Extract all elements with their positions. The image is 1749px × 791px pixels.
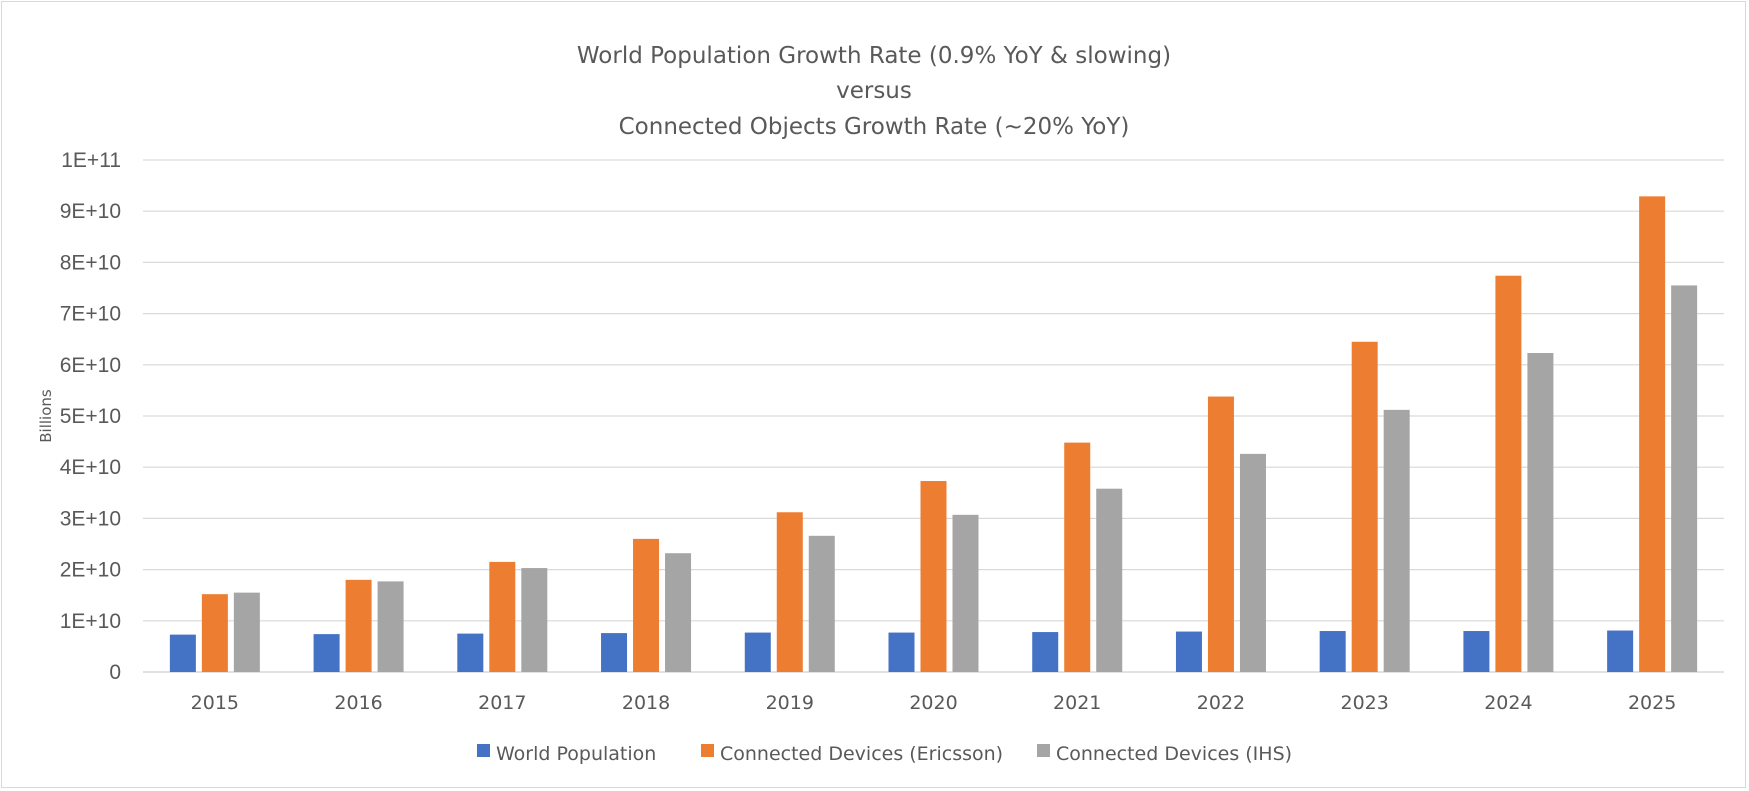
legend-swatch — [701, 744, 714, 757]
bar-2017-series-1 — [457, 633, 484, 672]
legend-swatch — [477, 744, 490, 757]
bar-2022-series-2 — [1207, 396, 1234, 672]
bar-2023-series-3 — [1383, 409, 1410, 672]
bar-2023-series-1 — [1319, 631, 1346, 672]
bars — [169, 196, 1698, 673]
y-tick-label: 0 — [109, 661, 121, 684]
bar-2017-series-3 — [521, 568, 548, 672]
x-tick-label: 2019 — [766, 692, 814, 714]
x-tick-label: 2020 — [909, 692, 957, 714]
bar-2020-series-2 — [920, 481, 947, 672]
x-tick-label: 2018 — [622, 692, 670, 714]
bar-2016-series-3 — [377, 581, 404, 672]
legend-label: Connected Devices (IHS) — [1056, 743, 1292, 765]
bar-2016-series-2 — [345, 579, 372, 672]
bar-2024-series-2 — [1495, 275, 1522, 672]
y-axis-label: Billions — [37, 389, 55, 443]
bar-2019-series-1 — [744, 632, 771, 672]
x-tick-label: 2016 — [334, 692, 382, 714]
bar-2024-series-3 — [1527, 353, 1554, 672]
y-tick-label: 2E+10 — [60, 559, 121, 582]
y-tick-label: 1E+11 — [61, 149, 121, 172]
legend-swatch — [1037, 744, 1050, 757]
y-tick-label: 3E+10 — [60, 507, 121, 530]
x-tick-label: 2023 — [1341, 692, 1389, 714]
bar-2018-series-2 — [633, 538, 660, 672]
chart-title-line-3: Connected Objects Growth Rate (~20% YoY) — [619, 114, 1130, 140]
x-tick-label: 2015 — [191, 692, 239, 714]
bar-2022-series-3 — [1239, 453, 1266, 672]
y-tick-label: 7E+10 — [60, 303, 121, 326]
bar-2018-series-3 — [665, 553, 692, 672]
y-tick-label: 9E+10 — [60, 200, 121, 223]
chart-title-line-1: World Population Growth Rate (0.9% YoY &… — [577, 43, 1171, 69]
chart-title-line-2: versus — [836, 78, 912, 104]
chart-title: World Population Growth Rate (0.9% YoY &… — [577, 43, 1171, 140]
x-tick-label: 2022 — [1197, 692, 1245, 714]
legend-label: Connected Devices (Ericsson) — [720, 743, 1003, 765]
bar-2022-series-1 — [1175, 631, 1202, 672]
x-tick-label: 2017 — [478, 692, 526, 714]
bar-2018-series-1 — [601, 633, 628, 672]
x-tick-label: 2021 — [1053, 692, 1101, 714]
y-tick-label: 1E+10 — [60, 610, 121, 633]
y-axis-ticks: 0 1E+10 2E+10 3E+10 4E+10 5E+10 6E+10 7E+10 8E+1… — [60, 149, 121, 684]
bar-2021-series-2 — [1064, 442, 1091, 672]
bar-2015-series-1 — [169, 634, 196, 672]
y-tick-label: 4E+10 — [60, 456, 121, 479]
bar-2021-series-1 — [1032, 632, 1059, 672]
bar-2024-series-1 — [1463, 631, 1490, 672]
bar-2021-series-3 — [1096, 488, 1123, 672]
x-tick-label: 2025 — [1628, 692, 1676, 714]
bar-2025-series-2 — [1639, 196, 1666, 673]
bar-2020-series-3 — [952, 514, 979, 672]
bar-2025-series-3 — [1671, 285, 1698, 672]
legend-label: World Population — [496, 743, 656, 765]
bar-2017-series-2 — [489, 561, 516, 672]
gridlines — [143, 159, 1724, 673]
y-tick-label: 8E+10 — [60, 251, 121, 274]
legend: World Population Connected Devices (Erics… — [477, 743, 1292, 765]
bar-2023-series-2 — [1351, 341, 1378, 672]
x-axis-ticks: 2015 2016 2017 2018 2019 2020 2021 2022 2023 2024… — [191, 692, 1677, 714]
x-tick-label: 2024 — [1484, 692, 1532, 714]
bar-2019-series-2 — [776, 512, 803, 672]
bar-2015-series-2 — [201, 594, 228, 672]
bar-2020-series-1 — [888, 632, 915, 672]
y-tick-label: 5E+10 — [60, 405, 121, 428]
bar-2016-series-1 — [313, 634, 340, 672]
bar-2019-series-3 — [808, 535, 835, 672]
y-tick-label: 6E+10 — [60, 354, 121, 377]
bar-2015-series-3 — [233, 592, 260, 672]
bar-2025-series-1 — [1607, 630, 1634, 672]
